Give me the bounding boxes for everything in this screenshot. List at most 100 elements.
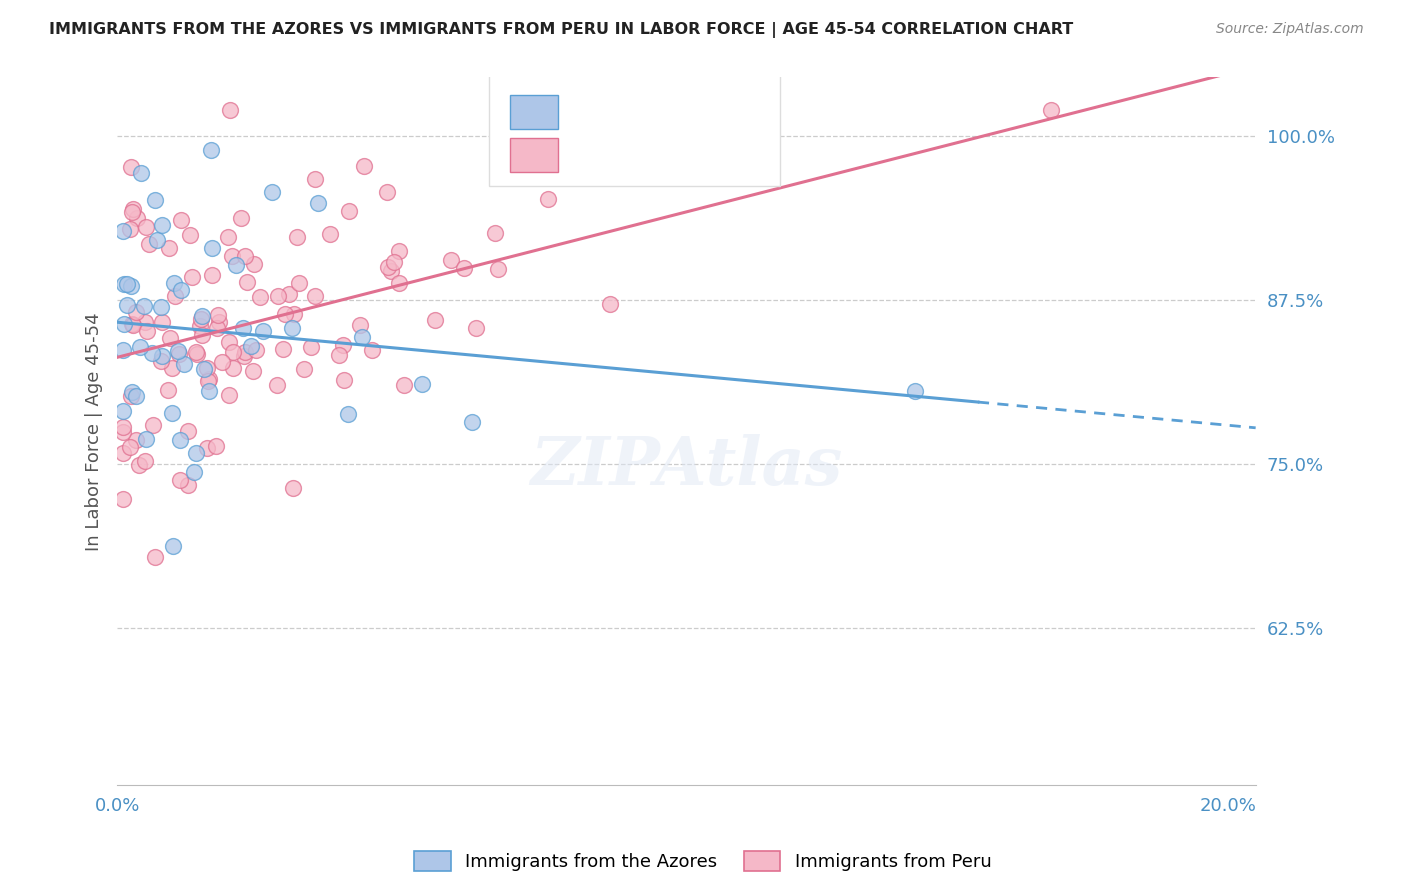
Text: ZIPAtlas: ZIPAtlas [530, 434, 842, 500]
Point [304, 172, 326, 186]
Point [219, 103, 242, 118]
Point [125, 433, 148, 447]
Point [111, 419, 134, 434]
Point [484, 226, 506, 240]
Point [382, 255, 405, 269]
Point [157, 383, 180, 397]
Point [143, 193, 166, 207]
Point [134, 454, 156, 468]
Point [190, 312, 212, 326]
Point [332, 338, 354, 352]
Point [112, 224, 135, 238]
Point [163, 276, 186, 290]
Point [304, 288, 326, 302]
Point [118, 222, 141, 236]
Point [167, 347, 190, 361]
Point [122, 318, 145, 332]
Point [111, 445, 134, 459]
Point [177, 478, 200, 492]
Point [170, 212, 193, 227]
Point [121, 202, 143, 216]
Point [252, 324, 274, 338]
Text: 0.333: 0.333 [613, 134, 672, 153]
Point [145, 233, 167, 247]
Point [240, 339, 263, 353]
Point [170, 283, 193, 297]
Point [453, 260, 475, 275]
Point [271, 342, 294, 356]
Point [211, 355, 233, 369]
Point [125, 211, 148, 225]
Point [197, 374, 219, 388]
Point [201, 268, 224, 282]
Point [150, 218, 173, 232]
Point [128, 340, 150, 354]
Point [181, 270, 204, 285]
Point [353, 159, 375, 173]
Point [125, 304, 148, 318]
Point [121, 205, 143, 219]
Point [233, 345, 256, 359]
Point [149, 300, 172, 314]
Point [218, 335, 240, 350]
Point [125, 389, 148, 403]
Point [375, 186, 398, 200]
Point [169, 473, 191, 487]
Point [112, 318, 135, 332]
Point [115, 277, 138, 291]
Point [117, 298, 139, 312]
FancyBboxPatch shape [510, 95, 558, 129]
Y-axis label: In Labor Force | Age 45-54: In Labor Force | Age 45-54 [86, 312, 103, 550]
Point [232, 349, 254, 363]
Point [394, 378, 416, 392]
Point [111, 343, 134, 357]
Point [198, 372, 221, 386]
Point [195, 441, 218, 455]
Point [904, 384, 927, 399]
Point [537, 192, 560, 206]
Point [204, 439, 226, 453]
Point [225, 258, 247, 272]
Point [184, 446, 207, 460]
Point [190, 310, 212, 324]
Point [411, 377, 433, 392]
Point [160, 406, 183, 420]
Point [186, 346, 208, 360]
Point [159, 331, 181, 345]
Point [177, 424, 200, 438]
Point [142, 418, 165, 433]
Point [232, 320, 254, 334]
Point [423, 312, 446, 326]
Point [281, 320, 304, 334]
Point [195, 361, 218, 376]
Point [288, 276, 311, 290]
Point [377, 260, 399, 274]
Point [129, 167, 152, 181]
Text: 46: 46 [744, 91, 769, 111]
Point [143, 549, 166, 564]
Point [221, 249, 243, 263]
Point [285, 230, 308, 244]
Point [337, 203, 360, 218]
Point [191, 328, 214, 343]
Point [111, 404, 134, 418]
Point [169, 434, 191, 448]
Point [150, 315, 173, 329]
Point [236, 275, 259, 289]
Point [249, 290, 271, 304]
Point [149, 354, 172, 368]
Point [198, 384, 221, 398]
Text: IMMIGRANTS FROM THE AZORES VS IMMIGRANTS FROM PERU IN LABOR FORCE | AGE 45-54 CO: IMMIGRANTS FROM THE AZORES VS IMMIGRANTS… [49, 22, 1073, 38]
Point [173, 357, 195, 371]
Point [388, 244, 411, 258]
Point [121, 385, 143, 400]
Point [233, 249, 256, 263]
Text: R =: R = [569, 134, 610, 153]
Point [162, 539, 184, 553]
Point [121, 317, 143, 331]
Point [337, 408, 360, 422]
Text: N =: N = [700, 91, 742, 111]
Point [328, 348, 350, 362]
Point [352, 330, 374, 344]
Point [222, 360, 245, 375]
